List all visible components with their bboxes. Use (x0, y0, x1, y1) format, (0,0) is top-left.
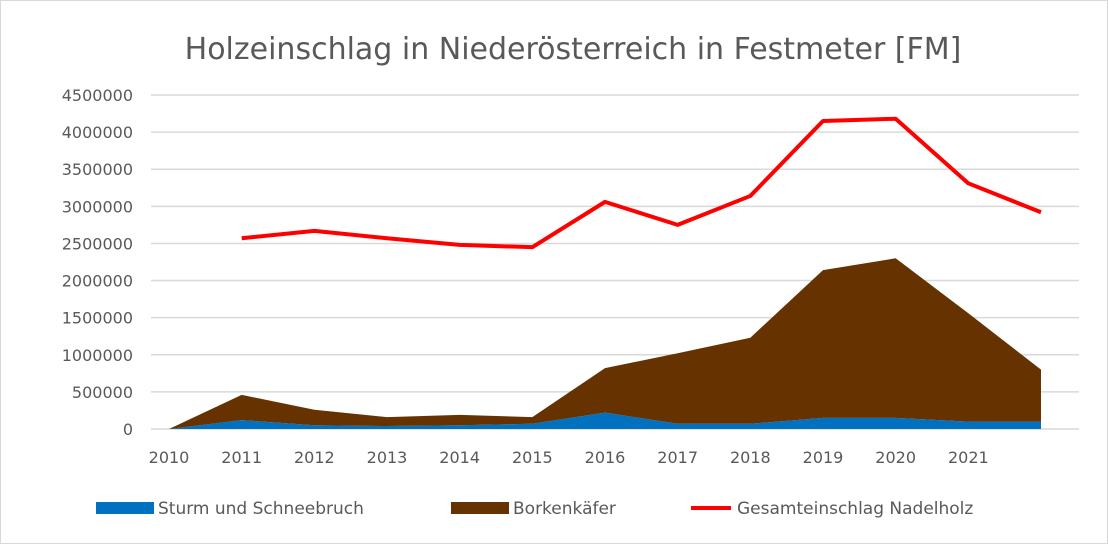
y-tick-label: 0 (123, 420, 133, 439)
y-tick-label: 4000000 (62, 123, 133, 142)
x-tick-label: 2018 (730, 448, 771, 467)
x-tick-label: 2016 (585, 448, 626, 467)
chart-title: Holzeinschlag in Niederösterreich in Fes… (185, 32, 962, 67)
y-tick-label: 3000000 (62, 197, 133, 216)
y-tick-label: 1500000 (62, 309, 133, 328)
legend-swatch (96, 502, 154, 514)
y-tick-label: 4500000 (62, 86, 133, 105)
legend-label: Gesamteinschlag Nadelholz (737, 499, 973, 519)
x-tick-label: 2010 (149, 448, 190, 467)
y-tick-label: 1000000 (62, 346, 133, 365)
y-tick-label: 2000000 (62, 272, 133, 291)
x-tick-label: 2011 (221, 448, 262, 467)
x-tick-label: 2014 (439, 448, 480, 467)
x-tick-label: 2019 (803, 448, 844, 467)
x-tick-label: 2012 (294, 448, 335, 467)
x-tick-label: 2020 (875, 448, 916, 467)
line-series (241, 116, 1042, 250)
y-tick-label: 500000 (72, 383, 133, 402)
area-series-0 (169, 412, 1041, 429)
area-series-1 (169, 258, 1041, 429)
y-tick-label: 2500000 (62, 234, 133, 253)
x-tick-label: 2017 (657, 448, 698, 467)
y-tick-label: 3500000 (62, 160, 133, 179)
x-tick-label: 2021 (948, 448, 989, 467)
legend-swatch (451, 502, 509, 514)
legend-label: Borkenkäfer (513, 499, 616, 519)
legend-label: Sturm und Schneebruch (158, 499, 364, 519)
x-tick-label: 2015 (512, 448, 553, 467)
x-tick-label: 2013 (367, 448, 408, 467)
